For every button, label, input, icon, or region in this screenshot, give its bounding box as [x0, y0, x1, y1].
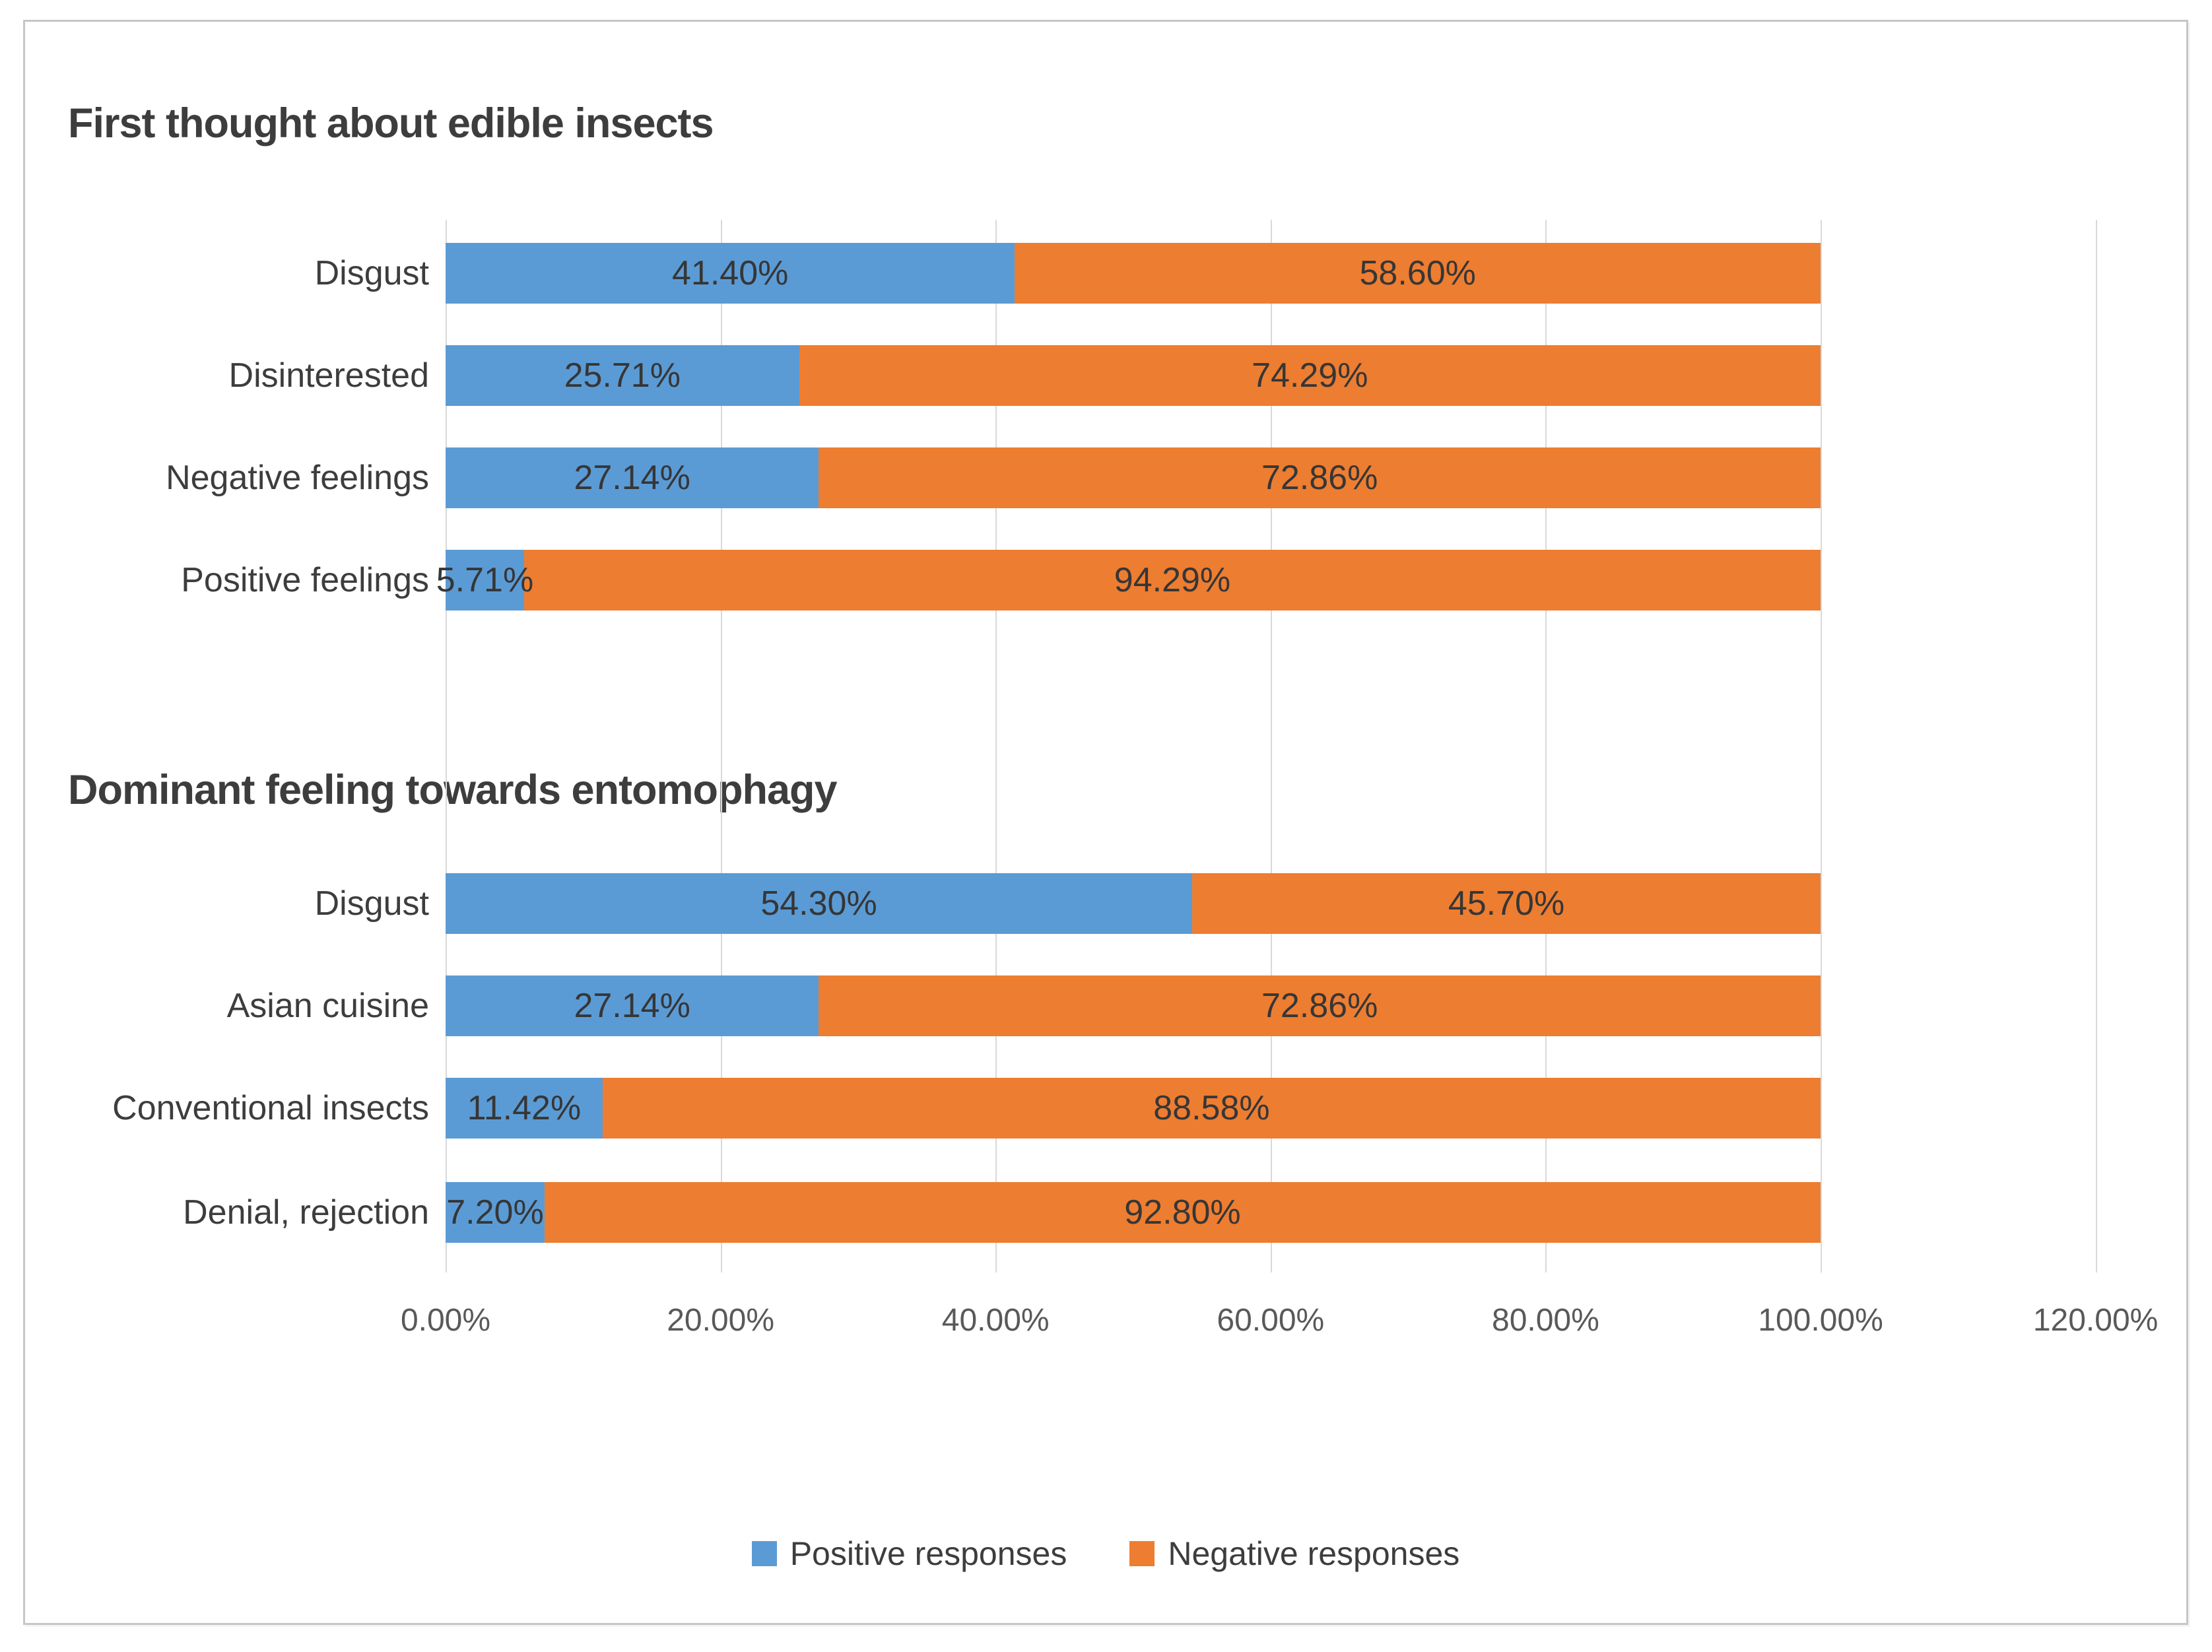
positive-segment [446, 447, 819, 508]
x-tick-label: 120.00% [2032, 1303, 2159, 1338]
bar-row: Disgust 41.40% 58.60% [25, 243, 2186, 304]
bar-row: Disgust 54.30% 45.70% [25, 873, 2186, 934]
x-tick-label: 40.00% [941, 1303, 1050, 1338]
positive-segment [446, 243, 1015, 304]
data-label: 11.42% [467, 1089, 582, 1127]
legend: Positive responses Negative responses [25, 1535, 2186, 1573]
positive-segment [446, 1078, 603, 1139]
bar-row: Disinterested 25.71% 74.29% [25, 345, 2186, 406]
data-label: 7.20% [446, 1193, 544, 1232]
data-label: 74.29% [1252, 356, 1368, 395]
x-tick-label: 80.00% [1491, 1303, 1599, 1338]
positive-segment [446, 345, 799, 406]
data-label: 88.58% [1153, 1089, 1270, 1127]
bar-row: Denial, rejection 7.20% 92.80% [25, 1182, 2186, 1243]
category-label: Conventional insects [112, 1089, 429, 1127]
group2-title: Dominant feeling towards entomophagy [68, 767, 838, 813]
bar-row: Negative feelings 27.14% 72.86% [25, 447, 2186, 508]
negative-segment [1015, 243, 1821, 304]
gridline-20pct [720, 220, 722, 1272]
data-label: 94.29% [1114, 561, 1231, 599]
negative-segment [799, 345, 1821, 406]
category-label: Negative feelings [166, 459, 429, 497]
data-label: 45.70% [1448, 884, 1565, 923]
positive-segment [446, 975, 819, 1036]
legend-item: Positive responses [751, 1535, 1067, 1573]
negative-segment [819, 975, 1821, 1036]
gridline-100pct [1821, 220, 1822, 1272]
category-label: Denial, rejection [183, 1193, 429, 1232]
negative-segment [544, 1182, 1821, 1243]
group1-title: First thought about edible insects [68, 100, 714, 147]
gridline-60pct [1270, 220, 1272, 1272]
data-label: 54.30% [760, 884, 877, 923]
x-tick-label: 20.00% [667, 1303, 774, 1338]
x-tick-label: 0.00% [400, 1303, 491, 1338]
category-label: Positive feelings [181, 561, 429, 599]
bar-row: Positive feelings 5.71% 94.29% [25, 550, 2186, 611]
data-label: 27.14% [574, 987, 690, 1025]
data-label: 72.86% [1261, 459, 1378, 497]
negative-segment [819, 447, 1821, 508]
negative-segment [523, 550, 1821, 611]
category-label: Disgust [314, 254, 429, 292]
gridline-80pct [1545, 220, 1547, 1272]
legend-item: Negative responses [1129, 1535, 1459, 1573]
x-tick-label: 100.00% [1758, 1303, 1883, 1338]
gridline-120pct [2095, 220, 2097, 1272]
data-label: 27.14% [574, 459, 690, 497]
legend-swatch-icon [1129, 1541, 1155, 1566]
chart-frame: First thought about edible insects Domin… [23, 20, 2188, 1625]
gridline-0pct [446, 220, 447, 1272]
positive-segment [446, 550, 524, 611]
data-label: 58.60% [1359, 254, 1476, 292]
negative-segment [1192, 873, 1821, 934]
bar-row: Conventional insects 11.42% 88.58% [25, 1078, 2186, 1139]
negative-segment [602, 1078, 1821, 1139]
data-label: 72.86% [1261, 987, 1378, 1025]
gridline-40pct [995, 220, 997, 1272]
positive-segment [446, 873, 1193, 934]
x-tick-label: 60.00% [1217, 1303, 1325, 1338]
data-label: 25.71% [564, 356, 681, 395]
data-label: 41.40% [671, 254, 789, 292]
legend-label: Negative responses [1168, 1535, 1460, 1572]
legend-label: Positive responses [789, 1535, 1067, 1572]
legend-swatch-icon [751, 1541, 777, 1566]
bar-row: Asian cuisine 27.14% 72.86% [25, 975, 2186, 1036]
positive-segment [446, 1182, 545, 1243]
data-label: 5.71% [436, 561, 534, 599]
data-label: 92.80% [1124, 1193, 1241, 1232]
category-label: Disinterested [228, 356, 429, 395]
category-label: Disgust [314, 884, 429, 923]
category-label: Asian cuisine [226, 987, 429, 1025]
